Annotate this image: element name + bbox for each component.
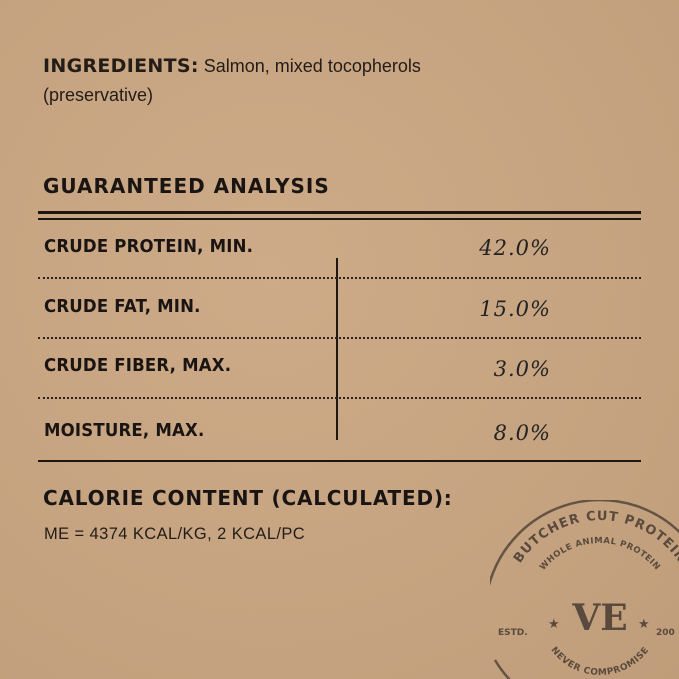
stamp-year: 200 <box>656 628 675 638</box>
row-value-fat: 15.0% <box>479 297 551 321</box>
row-value-moisture: 8.0% <box>493 421 551 445</box>
star-icon: ★ <box>638 617 650 632</box>
ingredients: INGREDIENTS: Salmon, mixed tocopherols (… <box>43 52 603 110</box>
stamp-estd: ESTD. <box>498 628 528 638</box>
svg-text:NEVER COMPROMISE: NEVER COMPROMISE <box>549 645 652 678</box>
stamp-bottom-text: NEVER COMPROMISE <box>549 645 651 678</box>
row-value-protein: 42.0% <box>479 236 551 260</box>
column-divider <box>336 258 338 440</box>
divider <box>38 460 641 462</box>
calorie-content-title: CALORIE CONTENT (CALCULATED): <box>43 486 453 510</box>
ingredients-text-2: (preservative) <box>43 85 154 105</box>
row-label-fiber: CRUDE FIBER, MAX. <box>44 355 232 376</box>
star-icon: ★ <box>548 617 560 632</box>
ingredients-text: Salmon, mixed tocopherols <box>203 56 421 76</box>
divider <box>38 211 641 214</box>
guaranteed-analysis-title: GUARANTEED ANALYSIS <box>43 174 330 198</box>
dotted-divider <box>38 397 641 399</box>
dotted-divider <box>38 277 641 279</box>
ingredients-label: INGREDIENTS: <box>43 55 199 77</box>
calorie-content-value: ME = 4374 KCAL/KG, 2 KCAL/PC <box>44 525 306 543</box>
row-label-protein: CRUDE PROTEIN, MIN. <box>44 236 254 257</box>
brand-stamp-logo: BUTCHER CUT PROTEIN WHOLE ANIMAL PROTEIN… <box>490 500 679 679</box>
stamp-inner-text: WHOLE ANIMAL PROTEIN <box>538 536 662 573</box>
svg-text:WHOLE ANIMAL PROTEIN: WHOLE ANIMAL PROTEIN <box>538 536 662 573</box>
stamp-logo-ve: VE <box>571 597 627 639</box>
row-label-moisture: MOISTURE, MAX. <box>44 420 205 441</box>
row-value-fiber: 3.0% <box>493 357 551 381</box>
row-label-fat: CRUDE FAT, MIN. <box>44 296 201 317</box>
dotted-divider <box>38 337 641 339</box>
divider <box>38 218 641 220</box>
